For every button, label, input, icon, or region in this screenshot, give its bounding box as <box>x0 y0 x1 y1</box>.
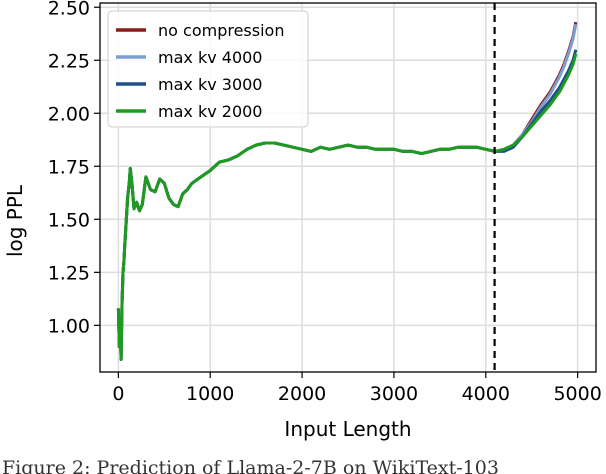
legend-entry: max kv 2000 <box>158 102 262 121</box>
series-line <box>116 53 578 361</box>
x-tick-label: 3000 <box>370 383 418 405</box>
x-tick-label: 4000 <box>462 383 510 405</box>
x-tick-label: 0 <box>112 383 124 405</box>
y-tick-label: 1.25 <box>48 262 90 284</box>
x-tick-label: 1000 <box>186 383 234 405</box>
legend-box <box>107 10 309 128</box>
y-tick-label: 1.50 <box>48 209 90 231</box>
x-tick-label: 2000 <box>278 383 326 405</box>
y-tick-label: 2.25 <box>48 50 90 72</box>
y-tick-label: 1.75 <box>48 156 90 178</box>
figure-caption: Figure 2: Prediction of Llama-2-7B on Wi… <box>2 457 499 474</box>
legend: no compression max kv 4000 max kv 3000 max … <box>107 10 309 128</box>
y-tick-label: 1.00 <box>48 315 90 337</box>
legend-entry: max kv 3000 <box>158 75 262 94</box>
legend-entry: max kv 4000 <box>158 48 262 67</box>
y-axis-label: log PPL <box>3 184 27 257</box>
axes <box>99 2 597 373</box>
x-axis-label: Input Length <box>284 417 411 441</box>
ticks: 0 1000 2000 3000 4000 5000 1.00 1.25 1.50 1.75 2.0… <box>48 0 602 405</box>
series-lines <box>116 21 578 361</box>
y-tick-label: 2.50 <box>48 0 90 19</box>
x-tick-label: 5000 <box>553 383 601 405</box>
y-tick-label: 2.00 <box>48 103 90 125</box>
plot-frame <box>99 2 597 373</box>
chart: 0 1000 2000 3000 4000 5000 1.00 1.25 1.50 1.75 2.0… <box>3 0 602 441</box>
legend-entry: no compression <box>158 21 284 40</box>
